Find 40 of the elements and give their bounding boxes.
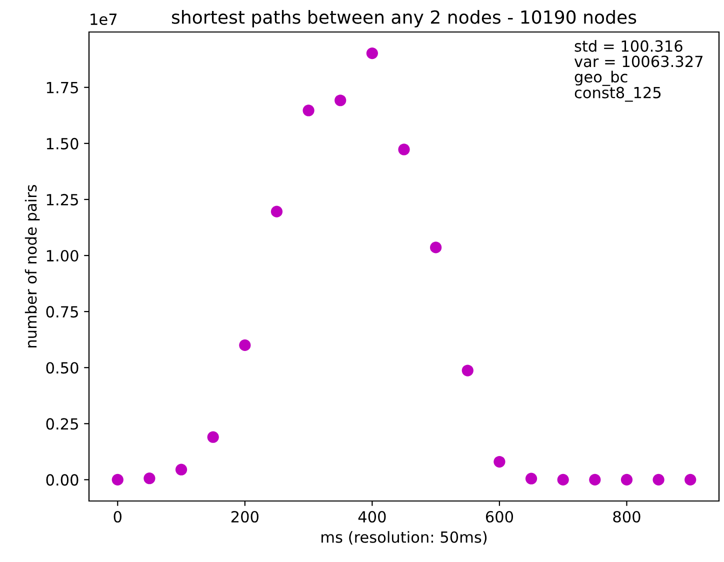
annotation: std = 100.316 <box>574 40 682 52</box>
y-tick-label: 0.50 <box>46 362 78 374</box>
annotation: const8_125 <box>574 86 661 102</box>
point <box>684 474 696 486</box>
y-tick-label: 1.25 <box>46 194 78 206</box>
x-tick-label: 200 <box>231 510 258 523</box>
text: 1e7 <box>90 14 117 26</box>
y-tick-label: 1.75 <box>46 82 78 94</box>
point <box>239 339 251 351</box>
x-axis-title: ms (resolution: 50ms) <box>322 531 487 545</box>
y-tick-label: 0.00 <box>46 474 78 486</box>
x-tick-label: 600 <box>486 510 514 523</box>
point <box>398 144 410 156</box>
annotation: geo_bc <box>574 70 628 86</box>
point <box>302 104 314 116</box>
y-tick-label: 1.50 <box>46 138 78 150</box>
annotation: var = 10063.327 <box>574 56 703 68</box>
y-tick-label: 1.00 <box>46 250 78 262</box>
point <box>462 364 474 376</box>
point <box>652 474 664 486</box>
point <box>589 474 601 486</box>
point <box>207 431 219 443</box>
y-tick-label: 0.25 <box>46 418 78 430</box>
point <box>144 472 156 484</box>
point <box>494 456 506 468</box>
point <box>112 474 124 486</box>
point <box>366 47 378 60</box>
point <box>430 242 442 254</box>
chart-title: shortest paths between any 2 nodes - 10190 nodes <box>172 10 636 28</box>
x-tick-label: 0 <box>114 510 122 523</box>
point <box>525 472 538 484</box>
point <box>175 464 188 476</box>
point <box>620 474 633 486</box>
x-tick-label: 800 <box>613 510 640 523</box>
point <box>557 474 569 486</box>
point <box>334 94 346 106</box>
y-axis-title: number of node pairs <box>24 184 40 348</box>
x-tick-label: 400 <box>358 510 386 523</box>
y-tick-label: 0.75 <box>46 306 78 318</box>
point <box>270 206 283 218</box>
